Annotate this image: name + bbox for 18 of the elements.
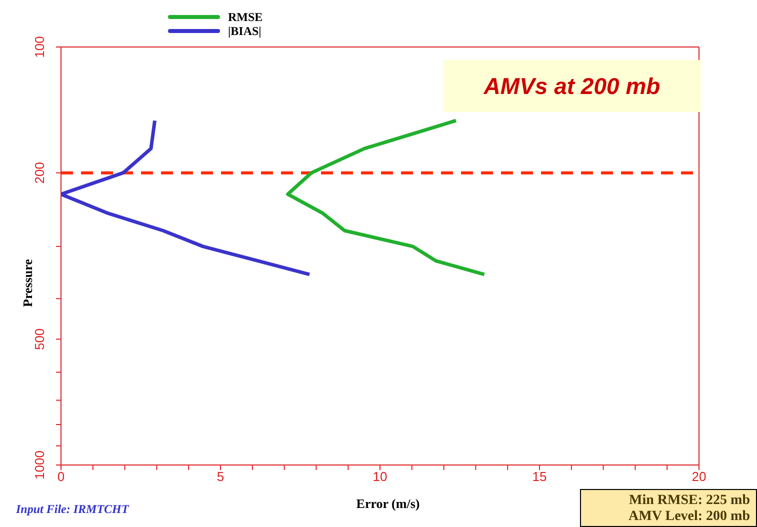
y-tick-label: 1000 [32, 450, 47, 480]
x-tick-label: 5 [216, 469, 224, 484]
y-tick-label: 200 [32, 162, 47, 184]
info-box: Min RMSE: 225 mb AMV Level: 200 mb [580, 489, 757, 527]
y-tick-label: 100 [32, 36, 47, 58]
x-axis-title: Error (m/s) [355, 496, 421, 512]
line-series [61, 118, 312, 276]
y-axis-title: Pressure [20, 259, 36, 307]
text: Input File: IRMTCHT [16, 502, 129, 517]
y-tick-label: 500 [32, 328, 47, 350]
note-box: AMVs at 200 mb [443, 60, 701, 112]
x-tick-label: 10 [372, 469, 388, 484]
legend-label: |BIAS| [228, 24, 262, 38]
x-tick-label: 15 [532, 469, 547, 484]
line-series [286, 118, 486, 276]
legend-label: RMSE [228, 10, 263, 24]
x-tick-label: 0 [57, 469, 65, 484]
x-tick-label: 20 [692, 469, 706, 484]
